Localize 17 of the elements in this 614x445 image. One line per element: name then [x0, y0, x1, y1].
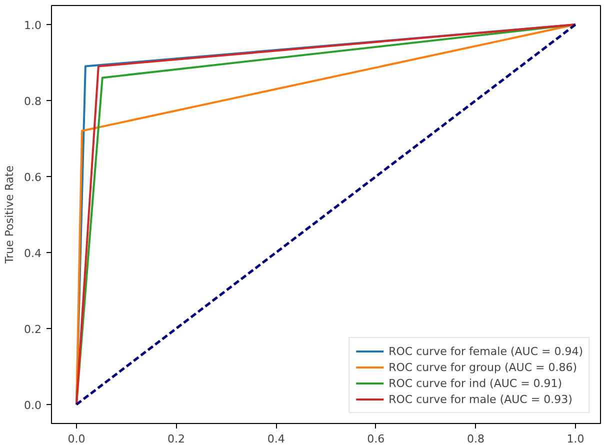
y-tick-label: 0.2 — [24, 323, 42, 336]
x-tick-label: 0.0 — [68, 432, 86, 445]
x-tick-label: 0.8 — [466, 432, 484, 445]
x-tick-label: 0.6 — [367, 432, 385, 445]
legend-label: ROC curve for male (AUC = 0.93) — [388, 392, 572, 406]
legend-label: ROC curve for female (AUC = 0.94) — [388, 344, 583, 358]
y-tick-label: 0.4 — [24, 247, 42, 260]
y-tick-label: 1.0 — [24, 19, 42, 32]
legend-label: ROC curve for group (AUC = 0.86) — [388, 360, 578, 374]
x-tick-label: 0.2 — [168, 432, 186, 445]
legend-label: ROC curve for ind (AUC = 0.91) — [388, 376, 562, 390]
y-tick-label: 0.6 — [24, 171, 42, 184]
x-tick-label: 1.0 — [566, 432, 584, 445]
x-tick-label: 0.4 — [267, 432, 285, 445]
y-tick-label: 0.0 — [24, 399, 42, 412]
y-axis-title: True Positive Rate — [3, 165, 16, 264]
y-tick-label: 0.8 — [24, 95, 42, 108]
